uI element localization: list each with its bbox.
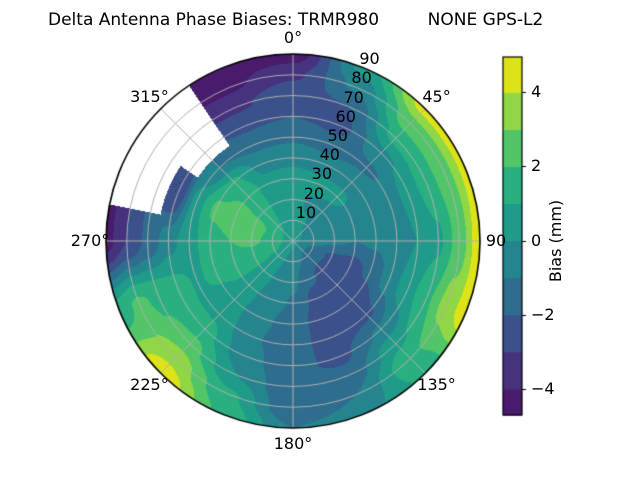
radial-tick-label: 10 [295, 202, 317, 222]
colorbar-tick-label: 2 [531, 156, 542, 176]
radial-tick-label: 60 [335, 106, 356, 126]
radial-tick-label: 50 [327, 126, 348, 146]
colorbar-tick-label: 4 [531, 82, 542, 102]
azimuth-tick-label: 0° [283, 28, 303, 47]
radial-tick-label: 80 [351, 68, 372, 88]
colorbar-tick-label: 0 [531, 230, 542, 250]
colorbar-tick-label: −2 [531, 304, 555, 324]
azimuth-tick-label: 135° [417, 374, 456, 394]
radial-tick-label: 90 [359, 49, 380, 69]
colorbar-axis-label: Bias (mm) [546, 199, 565, 283]
azimuth-tick-label: 315° [130, 87, 169, 107]
azimuth-tick-label: 180° [273, 434, 313, 453]
radial-tick-label: 20 [303, 183, 325, 203]
colorbar-tick-label: −4 [531, 379, 555, 399]
azimuth-tick-label: 90 [485, 231, 507, 250]
azimuth-tick-label: 225° [130, 374, 169, 394]
chart-title: Delta Antenna Phase Biases: TRMR980 NONE… [48, 10, 544, 30]
azimuth-tick-label: 45° [422, 87, 451, 107]
radial-tick-label: 70 [343, 87, 364, 107]
radial-tick-label: 40 [319, 145, 340, 165]
radial-tick-label: 30 [311, 164, 333, 184]
azimuth-tick-label: 270° [70, 231, 110, 250]
